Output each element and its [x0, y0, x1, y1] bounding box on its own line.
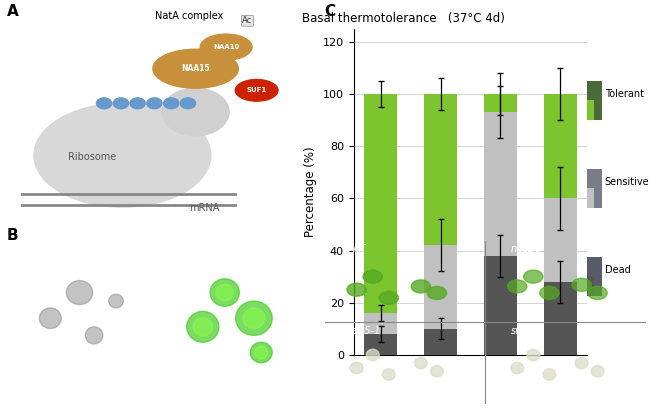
Text: naa20: naa20 — [511, 244, 541, 254]
Bar — [484, 94, 517, 112]
Text: A: A — [6, 4, 18, 19]
Text: B: B — [6, 228, 18, 244]
Text: NAA15ᶜ-cYFP: NAA15ᶜ-cYFP — [205, 251, 259, 260]
Ellipse shape — [254, 346, 268, 359]
Circle shape — [113, 98, 129, 109]
Ellipse shape — [540, 286, 559, 299]
Ellipse shape — [85, 327, 103, 344]
Bar — [364, 313, 397, 334]
Ellipse shape — [34, 103, 211, 207]
Text: naa15-1: naa15-1 — [341, 326, 381, 336]
Text: C: C — [324, 4, 336, 19]
Text: Sensitive: Sensitive — [605, 177, 649, 187]
Text: NAA15: NAA15 — [181, 64, 210, 73]
Ellipse shape — [415, 357, 427, 369]
Bar — [544, 94, 577, 198]
Text: Dead: Dead — [605, 265, 631, 275]
Ellipse shape — [109, 294, 123, 308]
Text: SUF1: SUF1 — [247, 87, 267, 93]
Ellipse shape — [575, 357, 588, 369]
Bar — [484, 112, 517, 256]
FancyBboxPatch shape — [587, 188, 594, 208]
Ellipse shape — [162, 88, 229, 136]
Ellipse shape — [66, 281, 93, 304]
Ellipse shape — [572, 278, 591, 291]
Y-axis label: Percentage (%): Percentage (%) — [304, 146, 317, 237]
Text: NatA complex: NatA complex — [155, 11, 224, 21]
Circle shape — [130, 98, 145, 109]
Circle shape — [164, 98, 179, 109]
Ellipse shape — [236, 301, 272, 335]
Ellipse shape — [243, 308, 265, 328]
Text: suf1-1: suf1-1 — [511, 326, 541, 336]
Ellipse shape — [350, 362, 363, 374]
Bar — [364, 334, 397, 355]
Ellipse shape — [511, 362, 524, 374]
Bar — [424, 329, 457, 355]
Ellipse shape — [193, 317, 212, 336]
Bar — [364, 94, 397, 313]
Ellipse shape — [508, 280, 527, 293]
FancyBboxPatch shape — [587, 277, 594, 296]
Ellipse shape — [153, 49, 238, 88]
FancyBboxPatch shape — [587, 257, 602, 296]
Text: Basal thermotolerance   (37°C 4d): Basal thermotolerance (37°C 4d) — [302, 11, 505, 24]
Ellipse shape — [430, 366, 443, 377]
Ellipse shape — [588, 286, 607, 299]
Ellipse shape — [216, 284, 234, 301]
Bar — [424, 94, 457, 245]
Ellipse shape — [379, 291, 398, 304]
Text: nYFP-SUF1 +: nYFP-SUF1 + — [205, 237, 259, 246]
Ellipse shape — [366, 349, 379, 361]
Ellipse shape — [235, 80, 278, 101]
Ellipse shape — [363, 270, 382, 283]
Bar — [544, 198, 577, 282]
Bar — [424, 245, 457, 329]
Ellipse shape — [251, 342, 272, 363]
Bar — [484, 256, 517, 355]
Text: nYFP-SUF1: nYFP-SUF1 — [57, 237, 102, 246]
Ellipse shape — [524, 270, 543, 283]
Ellipse shape — [40, 308, 61, 328]
Text: 20 μm: 20 μm — [35, 376, 60, 386]
FancyBboxPatch shape — [587, 100, 594, 120]
Text: Ac: Ac — [242, 16, 252, 25]
Text: + cYFP: + cYFP — [65, 251, 94, 260]
Ellipse shape — [210, 279, 239, 306]
Ellipse shape — [527, 349, 540, 361]
Circle shape — [97, 98, 112, 109]
Ellipse shape — [543, 369, 556, 380]
Circle shape — [180, 98, 195, 109]
Text: WT: WT — [350, 244, 365, 254]
FancyBboxPatch shape — [587, 169, 602, 208]
Text: Ribosome: Ribosome — [67, 151, 116, 162]
Text: NAA10: NAA10 — [213, 44, 239, 50]
Text: mRNA: mRNA — [190, 204, 220, 213]
Ellipse shape — [591, 366, 604, 377]
Ellipse shape — [200, 34, 252, 60]
Ellipse shape — [187, 311, 219, 342]
Ellipse shape — [427, 286, 447, 299]
Bar — [544, 282, 577, 355]
Circle shape — [147, 98, 162, 109]
Ellipse shape — [411, 280, 430, 293]
Ellipse shape — [347, 283, 366, 296]
Ellipse shape — [382, 369, 395, 380]
FancyBboxPatch shape — [587, 81, 602, 120]
Text: Tolerant: Tolerant — [605, 89, 644, 99]
